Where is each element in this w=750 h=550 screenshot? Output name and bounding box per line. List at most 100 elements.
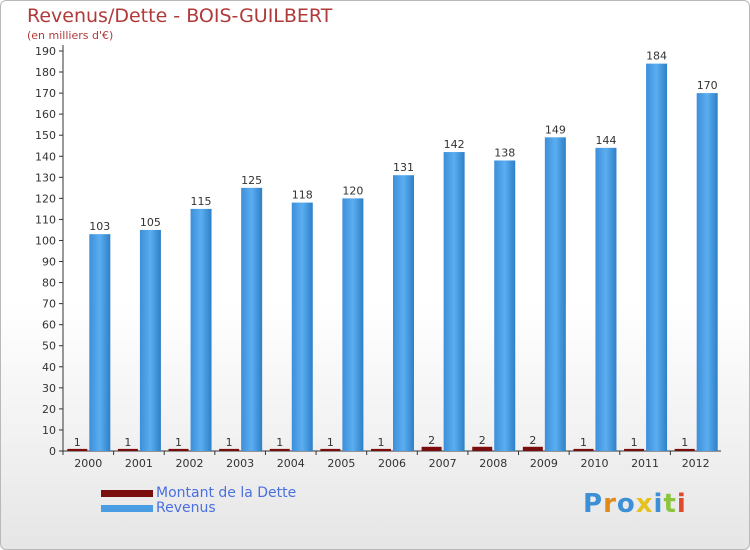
x-tick-label: 2003 [226, 457, 254, 470]
dette-data-label: 1 [226, 436, 233, 449]
logo-letter: x [635, 489, 654, 519]
logo-letter: i [653, 489, 664, 519]
y-tick-label: 10 [42, 424, 56, 437]
revenus-data-label: 142 [444, 138, 465, 151]
x-tick-label: 2005 [327, 457, 355, 470]
legend-label-dette: Montant de la Dette [156, 485, 297, 501]
x-tick-label: 2008 [479, 457, 507, 470]
dette-data-label: 1 [580, 436, 587, 449]
y-tick-label: 140 [35, 150, 56, 163]
logo-letter: i [676, 489, 687, 519]
revenus-bar [595, 147, 617, 451]
revenus-data-label: 131 [393, 161, 414, 174]
legend-label-revenus: Revenus [156, 500, 216, 516]
revenus-data-label: 118 [292, 189, 313, 202]
dette-data-label: 1 [378, 436, 385, 449]
logo-letter: r [603, 489, 617, 519]
dette-bar [117, 448, 138, 451]
dette-data-label: 1 [327, 436, 334, 449]
dette-data-label: 1 [74, 436, 81, 449]
revenus-data-label: 103 [89, 220, 110, 233]
y-tick-label: 130 [35, 171, 56, 184]
revenus-data-label: 115 [191, 195, 212, 208]
dette-bar [421, 446, 442, 451]
y-tick-label: 60 [42, 319, 56, 332]
proxiti-logo: Proxiti [583, 489, 687, 519]
x-tick-label: 2002 [176, 457, 204, 470]
revenus-bar [241, 187, 263, 451]
x-tick-label: 2000 [74, 457, 102, 470]
y-tick-label: 70 [42, 298, 56, 311]
dette-data-label: 1 [276, 436, 283, 449]
revenus-data-label: 105 [140, 216, 161, 229]
revenus-data-label: 125 [241, 174, 262, 187]
bar-chart: 0 10 20 30 40 50 60 70 80 90 100 110 120 130 140 150 160… [35, 45, 721, 470]
y-tick-label: 90 [42, 256, 56, 269]
revenus-data-label: 170 [697, 79, 718, 92]
dette-data-label: 1 [175, 436, 182, 449]
revenus-bar [342, 198, 364, 451]
logo-letter: o [616, 489, 636, 519]
dette-bar [472, 446, 493, 451]
y-tick-label: 150 [35, 129, 56, 142]
revenus-bar [696, 93, 718, 452]
y-tick-label: 190 [35, 45, 56, 58]
dette-data-label: 1 [124, 436, 131, 449]
x-tick-label: 2007 [429, 457, 457, 470]
revenus-bar [544, 137, 566, 451]
revenus-bar [291, 202, 313, 451]
dette-data-label: 1 [631, 436, 638, 449]
legend-swatch-revenus [101, 505, 153, 512]
revenus-bar [494, 160, 516, 451]
revenus-data-label: 138 [494, 146, 515, 159]
y-tick-label: 170 [35, 87, 56, 100]
y-tick-label: 80 [42, 277, 56, 290]
logo-letter: P [583, 489, 604, 519]
revenus-bar [89, 234, 111, 451]
dette-bar [67, 448, 88, 451]
x-tick-label: 2010 [580, 457, 608, 470]
y-tick-label: 0 [49, 445, 56, 458]
dette-bar [522, 446, 543, 451]
dette-data-label: 1 [681, 436, 688, 449]
y-tick-label: 30 [42, 382, 56, 395]
logo-letter: t [663, 489, 677, 519]
chart-title: Revenus/Dette - BOIS-GUILBERT [27, 5, 333, 27]
y-tick-label: 120 [35, 192, 56, 205]
dette-bar [219, 448, 240, 451]
y-tick-label: 160 [35, 108, 56, 121]
dette-data-label: 2 [428, 434, 435, 447]
dette-bar [573, 448, 594, 451]
revenus-data-label: 144 [595, 134, 616, 147]
dette-data-label: 2 [479, 434, 486, 447]
chart-subtitle: (en milliers d'€) [27, 29, 114, 42]
y-tick-label: 100 [35, 234, 56, 247]
revenus-bar [443, 152, 465, 452]
x-tick-label: 2006 [378, 457, 406, 470]
revenus-bar [190, 208, 212, 451]
dette-bar [371, 448, 391, 451]
x-tick-label: 2011 [631, 457, 659, 470]
dette-bar [269, 448, 290, 451]
x-tick-label: 2012 [682, 457, 710, 470]
legend-swatch-dette [101, 490, 153, 497]
revenus-data-label: 149 [545, 123, 566, 136]
x-tick-label: 2001 [125, 457, 153, 470]
revenus-bar [139, 229, 161, 451]
revenus-data-label: 120 [342, 184, 363, 197]
dette-bar [624, 448, 645, 451]
y-tick-label: 180 [35, 66, 56, 79]
dette-bar [320, 448, 341, 451]
y-tick-label: 40 [42, 361, 56, 374]
revenus-bar [393, 175, 414, 452]
x-tick-label: 2009 [530, 457, 558, 470]
dette-bar [168, 448, 189, 451]
x-tick-label: 2004 [277, 457, 305, 470]
y-tick-label: 110 [35, 213, 56, 226]
revenus-data-label: 184 [646, 50, 667, 63]
dette-data-label: 2 [529, 434, 536, 447]
y-tick-label: 50 [42, 340, 56, 353]
revenus-bar [646, 63, 668, 451]
y-tick-label: 20 [42, 403, 56, 416]
